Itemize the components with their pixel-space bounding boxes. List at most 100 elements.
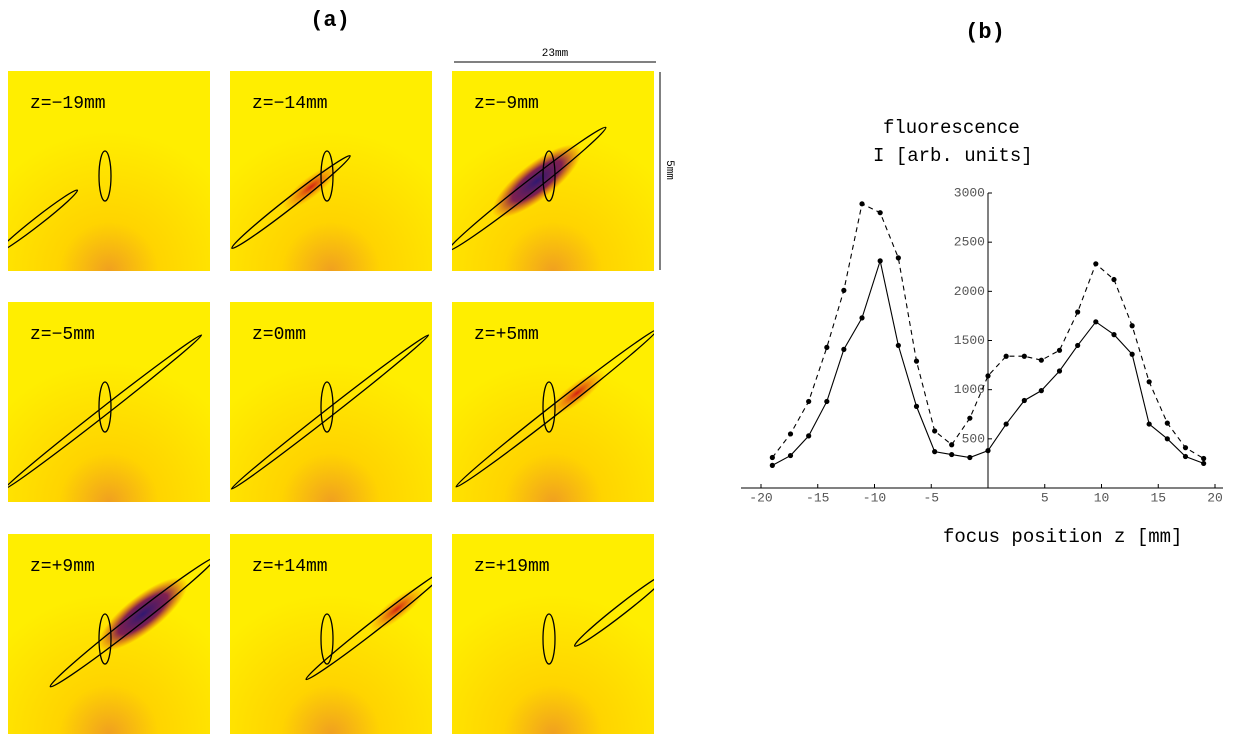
data-point — [895, 255, 901, 261]
beam-blob — [282, 164, 340, 210]
image-background — [452, 534, 654, 734]
focus-outline — [320, 381, 334, 433]
x-tick-label: 20 — [1207, 490, 1223, 505]
y-axis-label: fluorescence — [883, 117, 1020, 139]
data-point — [1075, 309, 1081, 315]
chart-title: (b) — [965, 20, 1005, 45]
data-point — [1021, 353, 1027, 359]
data-point — [1093, 261, 1099, 267]
data-point — [1129, 351, 1135, 357]
image-content — [8, 334, 203, 490]
data-point — [1164, 436, 1170, 442]
z-label: z=−5mm — [30, 325, 95, 345]
z-label: z=−9mm — [474, 94, 539, 114]
data-point — [913, 358, 920, 364]
plot: -20 -15 -10 -5 5 10 15 20 500 1000 1500 2000 2500 300… — [741, 185, 1223, 505]
image: z=−19mm — [8, 71, 210, 271]
beam-outline — [305, 567, 432, 681]
data-point — [895, 342, 901, 349]
image: z=0mm — [230, 302, 432, 502]
data-point — [932, 428, 938, 434]
data-point — [1003, 421, 1009, 427]
image-content — [573, 571, 654, 647]
beam-outline — [8, 189, 79, 253]
x-tick-label: 5 — [1041, 490, 1049, 505]
data-point — [1182, 445, 1189, 451]
data-point — [1056, 347, 1063, 353]
x-tick-label: 15 — [1150, 490, 1166, 505]
image-background — [230, 302, 432, 502]
data-point — [1021, 397, 1027, 404]
data-point — [1075, 342, 1081, 349]
z-label: z=−19mm — [30, 94, 106, 114]
image: z=+9mm — [8, 534, 210, 734]
data-point — [787, 452, 794, 459]
z-label: z=+14mm — [252, 557, 328, 577]
beam-blob — [492, 144, 582, 218]
y-tick-label: 2000 — [954, 284, 985, 299]
data-point — [841, 346, 847, 352]
data-point — [1056, 368, 1063, 374]
z-label: z=+5mm — [474, 325, 539, 345]
image-content — [305, 567, 432, 681]
data-point — [806, 433, 812, 439]
data-point — [769, 454, 775, 461]
image-grid: z=−19mm z=−14mm z=−9mm z=−5mm z=0mm z=+5mm z=+… — [8, 71, 654, 734]
data-point — [787, 431, 794, 437]
y-tick-label: 2500 — [954, 235, 985, 250]
focus-outline — [542, 150, 556, 202]
image: z=−14mm — [230, 71, 432, 271]
focus-outline — [542, 613, 556, 665]
panel-title: (a) — [310, 8, 350, 33]
data-point — [1182, 453, 1189, 460]
image-content — [455, 328, 654, 488]
beam-outline — [8, 334, 203, 490]
beam-outline — [452, 126, 607, 252]
y-tick-label: 3000 — [954, 185, 985, 200]
y-tick-label: 1000 — [954, 382, 985, 397]
data-point — [1038, 388, 1044, 394]
x-tick-label: -20 — [749, 490, 772, 505]
y-tick-label: 500 — [962, 431, 985, 446]
data-point — [949, 442, 955, 448]
data-point — [1111, 332, 1117, 338]
image: z=+19mm — [452, 534, 654, 734]
data-point — [985, 373, 991, 379]
beam-outline — [455, 328, 654, 488]
data-point — [824, 398, 830, 405]
image-content — [8, 189, 79, 253]
data-point — [1093, 319, 1099, 325]
beam-blob — [548, 370, 606, 416]
x-axis-label: focus position z [mm] — [943, 526, 1182, 548]
data-point — [806, 398, 812, 405]
data-point — [859, 201, 865, 207]
beam-blob — [98, 577, 188, 651]
z-label: z=+9mm — [30, 557, 95, 577]
focus-outline — [98, 150, 112, 202]
data-point — [877, 210, 883, 216]
y-tick-label: 1500 — [954, 333, 985, 348]
image: z=+14mm — [230, 534, 432, 734]
data-point — [1146, 379, 1152, 385]
z-label: z=+19mm — [474, 557, 550, 577]
focus-outline — [542, 381, 556, 433]
width-label: 23mm — [542, 48, 569, 60]
focus-outline — [98, 381, 112, 433]
image-content — [49, 556, 210, 688]
focus-outline — [320, 613, 334, 665]
beam-outline — [573, 571, 654, 647]
data-point — [932, 449, 938, 455]
data-point — [824, 344, 830, 350]
data-point — [1201, 455, 1207, 462]
data-point — [913, 403, 920, 409]
data-point — [841, 287, 847, 293]
data-point — [985, 448, 991, 454]
beam-outline — [231, 155, 351, 249]
data-point — [967, 415, 973, 421]
y-axis-label: I [arb. units] — [873, 145, 1033, 167]
data-point — [1201, 460, 1207, 467]
image-background — [8, 71, 210, 271]
data-point — [769, 462, 775, 468]
z-label: z=−14mm — [252, 94, 328, 114]
